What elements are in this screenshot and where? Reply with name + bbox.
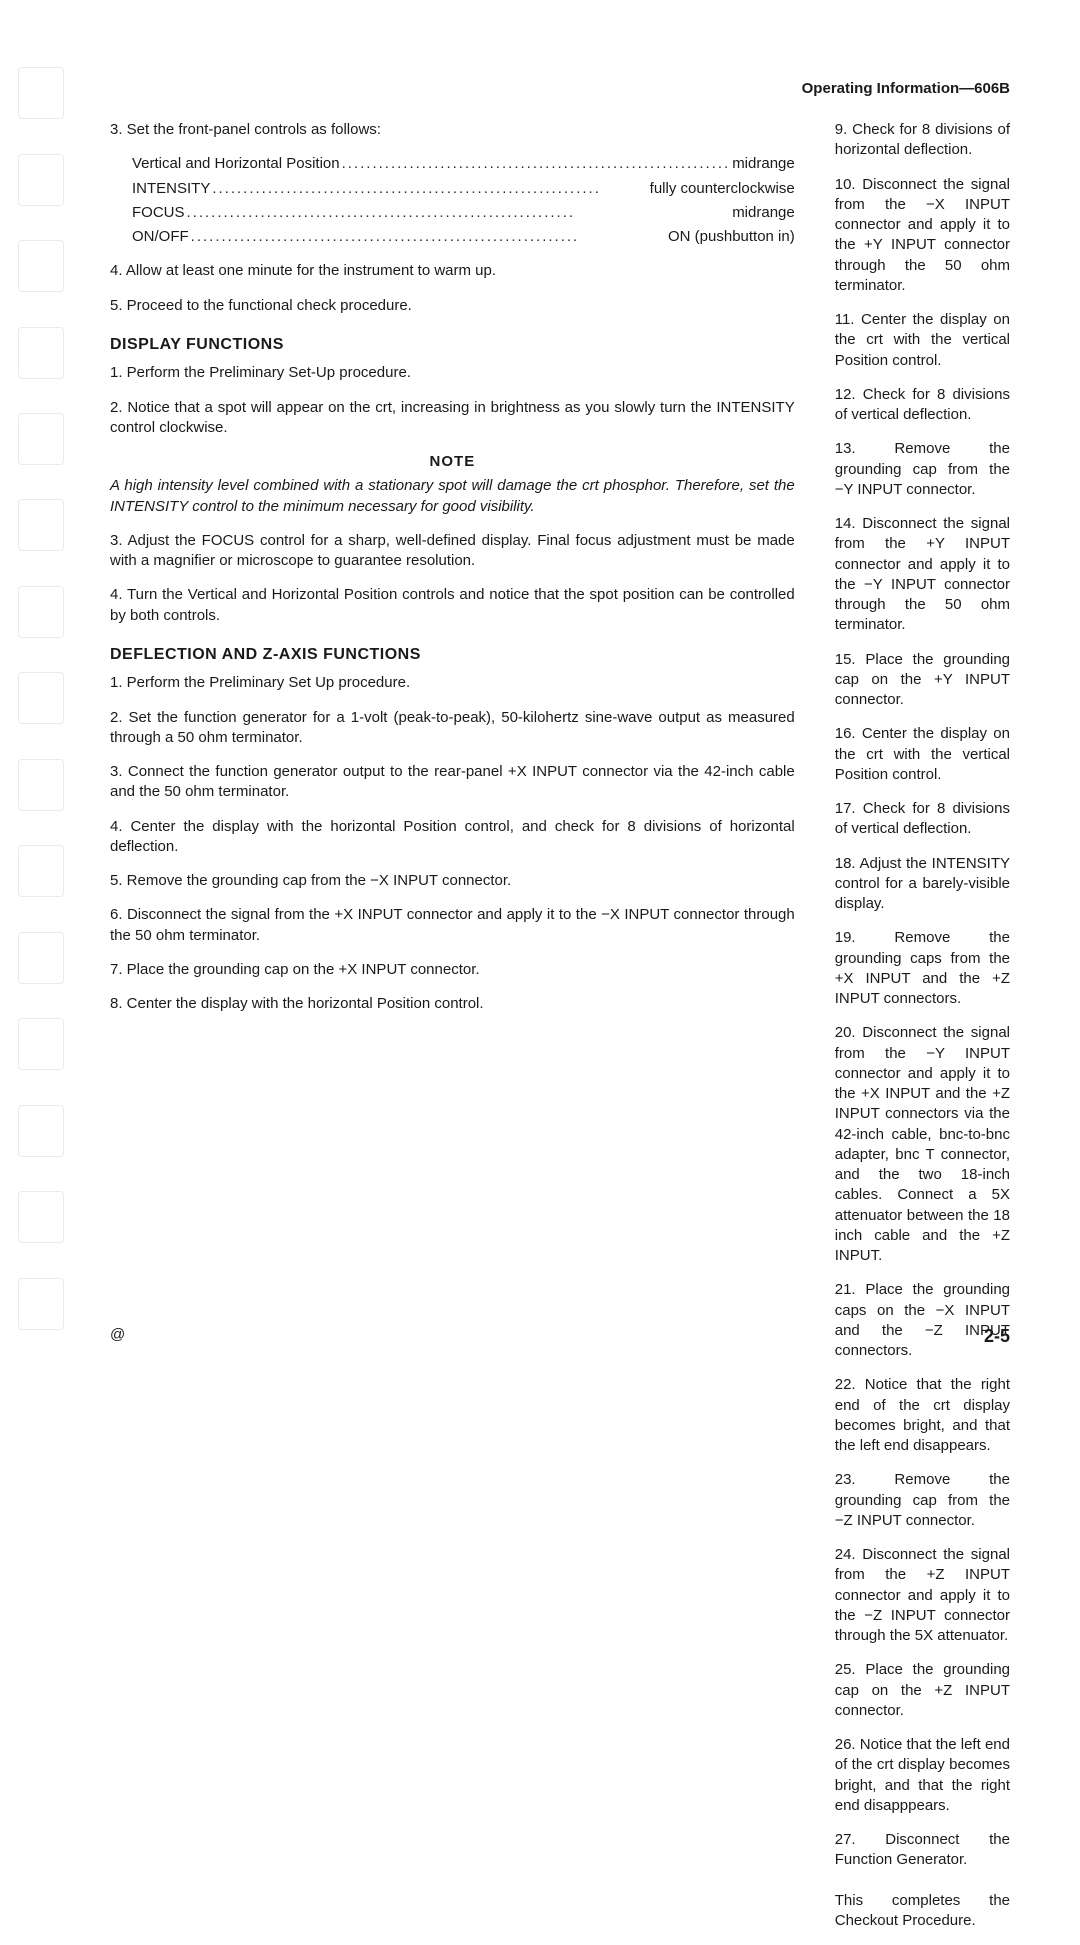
setting-label: ON/OFF: [132, 227, 189, 247]
step-26: 26. Notice that the left end of the crt …: [835, 1735, 1010, 1816]
binding-hole: [18, 759, 64, 811]
leader-dots: [189, 227, 668, 247]
setting-row: FOCUS midrange: [132, 203, 795, 223]
zaxis-step-8: 8. Center the display with the horizonta…: [110, 994, 795, 1014]
binding-hole: [18, 586, 64, 638]
binding-hole: [18, 154, 64, 206]
zaxis-step-1: 1. Perform the Preliminary Set Up proced…: [110, 673, 795, 693]
setting-label: FOCUS: [132, 203, 185, 223]
step-22: 22. Notice that the right end of the crt…: [835, 1375, 1010, 1456]
zaxis-step-6: 6. Disconnect the signal from the +X INP…: [110, 905, 795, 946]
note-heading: NOTE: [110, 452, 795, 472]
zaxis-step-7: 7. Place the grounding cap on the +X INP…: [110, 960, 795, 980]
binding-hole: [18, 499, 64, 551]
binding-hole: [18, 1105, 64, 1157]
step-12: 12. Check for 8 divisions of vertical de…: [835, 385, 1010, 426]
step-9: 9. Check for 8 divisions of horizontal d…: [835, 120, 1010, 161]
closing-line: This completes the Checkout Procedure.: [835, 1891, 1010, 1932]
zaxis-step-2: 2. Set the function generator for a 1-vo…: [110, 708, 795, 749]
binding-hole: [18, 67, 64, 119]
footer-left: @: [110, 1326, 125, 1347]
binding-hole: [18, 413, 64, 465]
setting-value: midrange: [732, 154, 795, 174]
step-14: 14. Disconnect the signal from the +Y IN…: [835, 514, 1010, 636]
setting-label: Vertical and Horizontal Position: [132, 154, 340, 174]
heading-deflection-zaxis: DEFLECTION AND Z-AXIS FUNCTIONS: [110, 644, 795, 666]
display-step-1: 1. Perform the Preliminary Set-Up proced…: [110, 363, 795, 383]
zaxis-step-4: 4. Center the display with the horizonta…: [110, 817, 795, 858]
setting-label: INTENSITY: [132, 179, 210, 199]
step-5: 5. Proceed to the functional check proce…: [110, 296, 795, 316]
setting-value: ON (pushbutton in): [668, 227, 795, 247]
right-column: 9. Check for 8 divisions of horizontal d…: [835, 120, 1010, 1945]
binding-hole: [18, 672, 64, 724]
zaxis-step-5: 5. Remove the grounding cap from the −X …: [110, 871, 795, 891]
step-15: 15. Place the grounding cap on the +Y IN…: [835, 650, 1010, 711]
step-19: 19. Remove the grounding caps from the +…: [835, 928, 1010, 1009]
note-body: A high intensity level combined with a s…: [110, 476, 795, 517]
display-step-2: 2. Notice that a spot will appear on the…: [110, 398, 795, 439]
step-27: 27. Disconnect the Function Generator.: [835, 1830, 1010, 1871]
binding-hole: [18, 240, 64, 292]
step-4: 4. Allow at least one minute for the ins…: [110, 261, 795, 281]
binding-hole: [18, 327, 64, 379]
step-20: 20. Disconnect the signal from the −Y IN…: [835, 1023, 1010, 1266]
binding-hole: [18, 1278, 64, 1330]
step-23: 23. Remove the grounding cap from the −Z…: [835, 1470, 1010, 1531]
running-header: Operating Information—606B: [802, 80, 1010, 97]
step-16: 16. Center the display on the crt with t…: [835, 724, 1010, 785]
heading-display-functions: DISPLAY FUNCTIONS: [110, 334, 795, 356]
step-21: 21. Place the grounding caps on the −X I…: [835, 1280, 1010, 1361]
setting-row: Vertical and Horizontal Position midrang…: [132, 154, 795, 174]
binding-hole: [18, 1018, 64, 1070]
binding-hole: [18, 932, 64, 984]
step-13: 13. Remove the grounding cap from the −Y…: [835, 439, 1010, 500]
binding-hole: [18, 1191, 64, 1243]
left-column: 3. Set the front-panel controls as follo…: [110, 120, 795, 1945]
step-3-intro: 3. Set the front-panel controls as follo…: [110, 120, 795, 140]
display-step-4: 4. Turn the Vertical and Horizontal Posi…: [110, 585, 795, 626]
page: Operating Information—606B 3. Set the fr…: [0, 0, 1080, 1397]
setting-value: midrange: [732, 203, 795, 223]
setting-row: INTENSITY fully counterclockwise: [132, 179, 795, 199]
leader-dots: [210, 179, 649, 199]
step-25: 25. Place the grounding cap on the +Z IN…: [835, 1660, 1010, 1721]
binding-hole: [18, 845, 64, 897]
page-number: 2-5: [984, 1326, 1010, 1347]
setting-row: ON/OFF ON (pushbutton in): [132, 227, 795, 247]
zaxis-step-3: 3. Connect the function generator output…: [110, 762, 795, 803]
step-10: 10. Disconnect the signal from the −X IN…: [835, 175, 1010, 297]
two-column-body: 3. Set the front-panel controls as follo…: [110, 120, 1010, 1945]
display-step-3: 3. Adjust the FOCUS control for a sharp,…: [110, 531, 795, 572]
step-24: 24. Disconnect the signal from the +Z IN…: [835, 1545, 1010, 1646]
leader-dots: [340, 154, 733, 174]
step-18: 18. Adjust the INTENSITY control for a b…: [835, 854, 1010, 915]
setting-value: fully counterclockwise: [650, 179, 795, 199]
page-footer: @ 2-5: [110, 1326, 1010, 1347]
step-17: 17. Check for 8 divisions of vertical de…: [835, 799, 1010, 840]
spiral-binding: [18, 50, 78, 1347]
leader-dots: [185, 203, 733, 223]
step-11: 11. Center the display on the crt with t…: [835, 310, 1010, 371]
